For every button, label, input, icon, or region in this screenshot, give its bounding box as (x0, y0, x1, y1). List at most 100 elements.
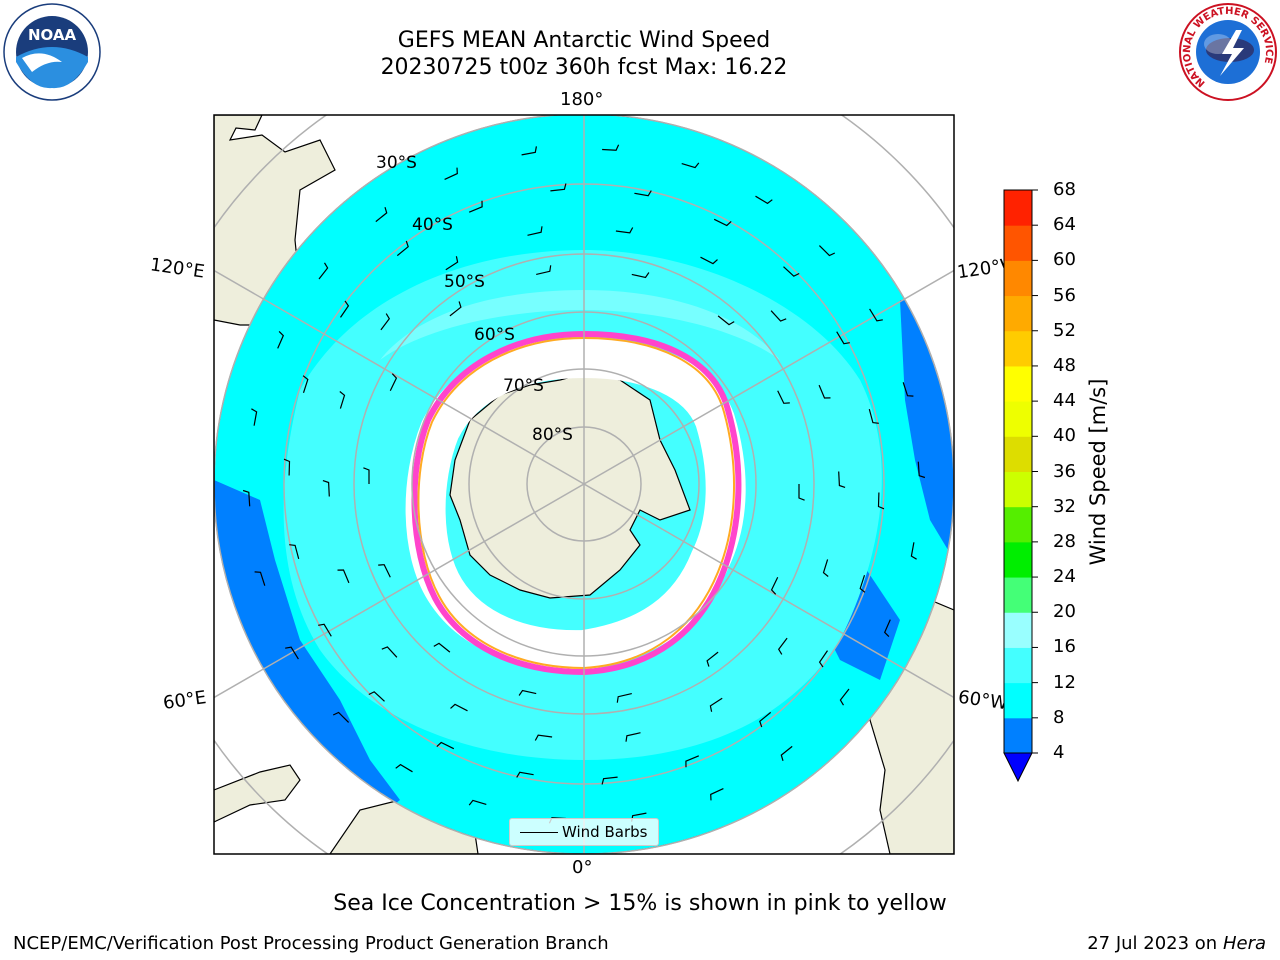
lon-label-180: 180° (560, 89, 604, 110)
colorbar-tick-label: 28 (1053, 530, 1076, 552)
wind-barb (631, 272, 650, 279)
wind-barb (340, 300, 350, 318)
colorbar-segment (1004, 225, 1032, 261)
wind-barb (436, 741, 455, 750)
wind-barb (445, 256, 459, 271)
noaa-logo-icon: NOAA (3, 3, 101, 101)
wind-barb (798, 484, 805, 501)
wind-barb (770, 577, 779, 595)
wind-barb (759, 711, 772, 728)
wind-barb (368, 691, 385, 702)
wind-barb (536, 265, 552, 275)
colorbar-tick-label: 60 (1053, 249, 1076, 271)
colorbar-tick-label: 40 (1053, 425, 1076, 447)
wind-barb (910, 542, 917, 560)
wind-barb (602, 144, 620, 151)
wind-barb (251, 408, 258, 426)
lat-label-30s: 30°S (376, 153, 417, 173)
wind-barb (527, 226, 543, 236)
colorbar-tick-label: 8 (1053, 706, 1065, 728)
wind-barb (318, 623, 332, 637)
wind-barb (516, 771, 534, 778)
wind-barb (242, 489, 251, 507)
wind-barb (902, 382, 914, 397)
colorbar-segment (1004, 682, 1032, 719)
graticule (214, 115, 954, 854)
wind-barbs (242, 144, 926, 824)
wind-barb (859, 575, 866, 593)
colorbar-tick-label: 12 (1053, 671, 1076, 693)
legend-label: Wind Barbs (562, 823, 648, 841)
wind-barb (450, 703, 468, 712)
wind-barb (363, 467, 370, 484)
wind-barb (681, 162, 700, 169)
chart-subtitle: 20230725 t00z 360h fcst Max: 16.22 (380, 55, 788, 80)
colorbar-segment (1004, 260, 1032, 297)
colorbar-tick-label: 48 (1053, 354, 1076, 376)
lat-label-50s: 50°S (444, 272, 485, 292)
wind-barb (337, 569, 350, 584)
colorbar-segment (1004, 577, 1032, 613)
wind-barb (283, 458, 291, 476)
legend-line-icon (520, 832, 558, 833)
wind-barb (433, 642, 451, 653)
wind-barb (378, 564, 391, 578)
wind-barb (818, 650, 828, 668)
noaa-logo-text: NOAA (28, 26, 77, 44)
colorbar-segment (1004, 330, 1032, 367)
lon-label-0: 0° (572, 857, 593, 878)
lat-label-70s: 70°S (503, 376, 544, 396)
wind-barb (289, 544, 300, 560)
wind-barb (634, 190, 652, 197)
wind-barb (449, 301, 462, 317)
wind-barb (381, 646, 398, 658)
colorbar-tick-label: 32 (1053, 495, 1076, 517)
colorbar-segment (1004, 190, 1032, 226)
wind-barb (616, 693, 632, 703)
wind-barb (389, 373, 398, 391)
wind-barb (783, 266, 800, 277)
footer-branch: NCEP/EMC/Verification Post Processing Pr… (13, 933, 609, 954)
wind-barb (380, 313, 391, 331)
wind-barb (710, 788, 724, 801)
wind-barb (709, 697, 723, 712)
sea-ice-caption: Sea Ice Concentration > 15% is shown in … (333, 891, 947, 916)
wind-barb (869, 308, 883, 322)
wind-barb (322, 480, 330, 497)
colorbar-tick-label: 4 (1053, 742, 1065, 763)
wind-barb (822, 559, 829, 577)
colorbar-tick-label: 36 (1053, 460, 1076, 482)
colorbar-segment (1004, 647, 1032, 684)
colorbar-segment (1004, 471, 1032, 508)
chart-title: GEFS MEAN Antarctic Wind Speed (397, 28, 771, 53)
map-frame (213, 114, 955, 855)
national-weather-service-logo-icon: NATIONAL WEATHER SERVICE (1179, 3, 1277, 101)
wind-barb (550, 183, 567, 192)
wind-barb (836, 331, 850, 345)
wind-barb (818, 245, 836, 257)
wind-barb (717, 315, 735, 326)
wind-barb (254, 571, 266, 586)
colorbar-segment (1004, 541, 1032, 578)
colorbar-tick-label: 56 (1053, 284, 1076, 306)
wind-barb (868, 408, 879, 424)
wind-barb (755, 195, 773, 205)
wind-barb (395, 763, 413, 773)
wind-barb (375, 207, 388, 223)
wind-barb (685, 755, 700, 768)
footer-machine: Hera (1222, 933, 1266, 954)
wind-barb (838, 471, 846, 488)
wind-barb (277, 330, 285, 349)
colorbar-segment (1004, 717, 1032, 754)
wind-barb (318, 262, 329, 280)
wind-barb (339, 391, 346, 409)
wind-barb (332, 711, 350, 723)
colorbar-segment (1004, 436, 1032, 472)
wind-barb (839, 688, 850, 706)
colorbar-segment (1004, 365, 1032, 402)
wind-barb (883, 619, 891, 638)
wind-barb (777, 637, 788, 655)
wind-barb (468, 200, 483, 213)
footer-date-text: 27 Jul 2023 on (1087, 933, 1223, 954)
